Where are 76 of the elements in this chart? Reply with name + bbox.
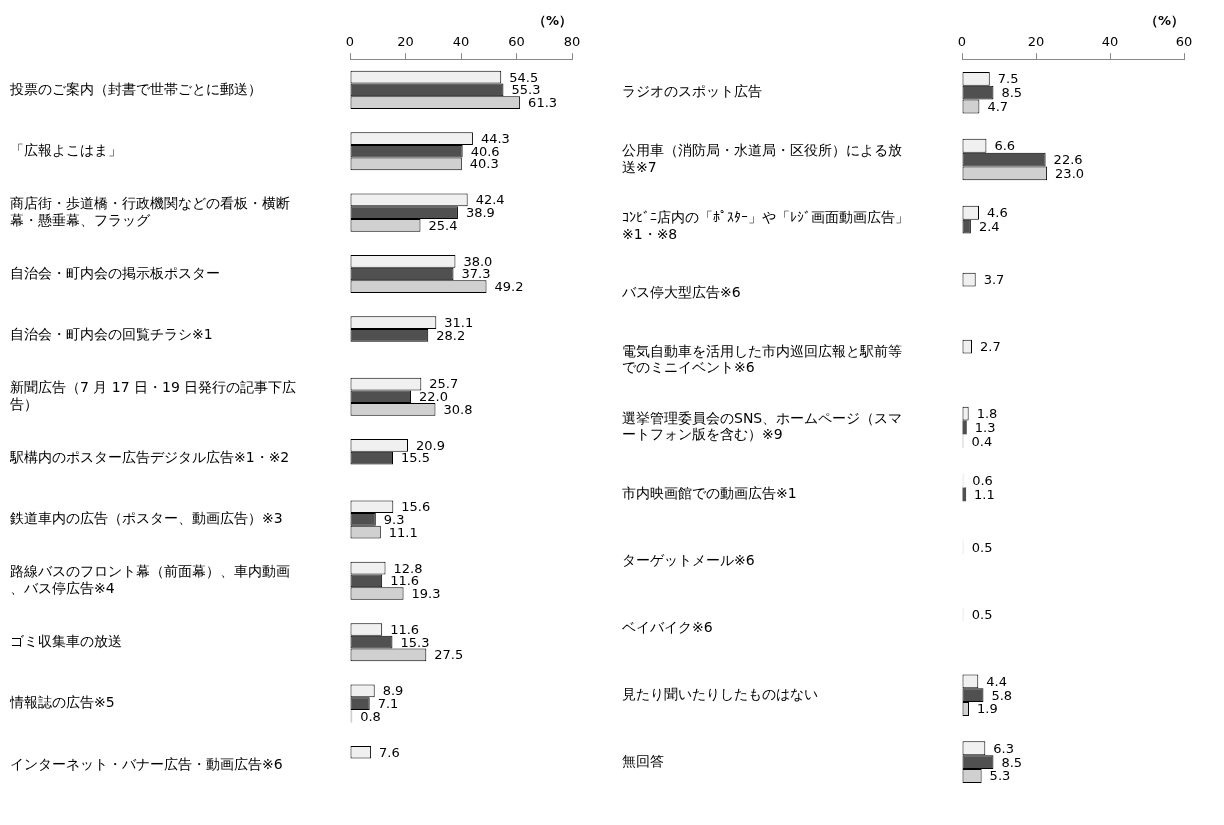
y-tick-label: 公用車（消防局・水道局・区役所）による放送※7 — [622, 141, 902, 175]
data-label: 54.5 — [509, 69, 539, 85]
bar — [962, 420, 967, 435]
x-tick-label: 60 — [508, 33, 525, 49]
x-tick-label: 40 — [1101, 33, 1119, 49]
data-label: 7.5 — [997, 71, 1019, 87]
data-label: 0.5 — [971, 539, 993, 555]
data-label: 0.8 — [360, 708, 381, 724]
data-label: 44.3 — [480, 130, 510, 146]
data-label: 8.5 — [1001, 85, 1023, 101]
y-tick-label: バス停大型広告※6 — [621, 284, 741, 301]
data-label: 1.8 — [976, 405, 998, 421]
data-label: 7.6 — [379, 744, 400, 760]
data-label: 25.7 — [429, 376, 459, 392]
data-label: 49.2 — [494, 279, 524, 295]
y-tick-label: 市内映画館での動画広告※1 — [622, 484, 797, 501]
x-tick-label: 40 — [452, 33, 470, 49]
x-tick-label: 60 — [1175, 33, 1193, 49]
data-label: 11.1 — [388, 524, 418, 540]
y-tick-label: インターネット・バナー広告・動画広告※6 — [10, 755, 283, 772]
data-label: 2.7 — [979, 338, 1001, 354]
data-label: 6.6 — [994, 138, 1016, 154]
x-tick-label: 0 — [957, 33, 967, 49]
data-label: 1.9 — [977, 701, 998, 717]
data-label: 38.0 — [463, 253, 493, 269]
data-label: 5.8 — [991, 687, 1013, 703]
x-tick-label: 80 — [563, 33, 581, 49]
data-label: 23.0 — [1055, 165, 1085, 181]
y-tick-label: 路線バスのフロント幕（前面幕）、車内動画、バス停広告※4 — [10, 563, 290, 596]
data-label: 4.6 — [987, 205, 1008, 221]
y-tick-label: 投票のご案内（封書で世帯ごとに郵送） — [9, 80, 262, 97]
y-tick-label: 「広報よこはま」 — [10, 141, 122, 158]
data-label: 2.4 — [978, 218, 1000, 234]
y-tick-label: 無回答 — [622, 752, 664, 769]
y-tick-label: ベイバイク※6 — [622, 618, 713, 635]
y-tick-label: 見たり聞いたりしたものはない — [622, 685, 818, 702]
x-tick-label: 0 — [345, 33, 355, 49]
data-label: 4.7 — [987, 98, 1009, 114]
y-tick-label: ラジオのスポット広告 — [622, 83, 762, 100]
y-tick-label: ターゲットメール※6 — [622, 551, 755, 568]
data-label: 8.5 — [1001, 754, 1023, 770]
data-label: 0.5 — [971, 606, 993, 622]
x-tick-label: 20 — [1027, 33, 1045, 49]
data-label: 5.3 — [989, 768, 1011, 784]
y-tick-label: ｺﾝﾋﾞﾆ店内の「ﾎﾟｽﾀｰ」や「ﾚｼﾞ画面動画広告」※1・※8 — [622, 208, 909, 242]
y-tick-label: 情報誌の広告※5 — [9, 694, 115, 711]
data-label: 12.8 — [393, 560, 423, 576]
y-tick-label: 商店街・歩道橋・行政機関などの看板・横断幕・懸垂幕、フラッグ — [10, 194, 290, 228]
data-label: 27.5 — [434, 647, 464, 663]
data-label: 37.3 — [461, 266, 491, 282]
x-tick-label: 20 — [397, 33, 414, 49]
data-label: 3.7 — [983, 272, 1005, 288]
x-axis-title: （%） — [532, 13, 572, 29]
data-label: 40.3 — [469, 156, 499, 172]
data-label: 11.6 — [390, 621, 420, 637]
x-axis-title: （%） — [1144, 13, 1184, 29]
data-label: 0.6 — [972, 472, 993, 488]
data-label: 1.1 — [974, 486, 995, 502]
data-label: 15.5 — [401, 450, 430, 466]
data-label: 0.4 — [971, 433, 993, 449]
y-tick-label: 自治会・町内会の掲示板ポスター — [10, 264, 220, 281]
data-label: 40.6 — [470, 143, 500, 159]
y-tick-label: ゴミ収集車の放送 — [10, 632, 122, 649]
data-label: 20.9 — [416, 437, 445, 453]
data-label: 6.3 — [993, 740, 1014, 756]
data-label: 22.6 — [1053, 151, 1083, 167]
data-label: 15.3 — [400, 634, 430, 650]
y-tick-label: 選挙管理委員会のSNS、ホームページ（スマートフォン版を含む）※9 — [622, 409, 903, 443]
data-label: 1.3 — [974, 419, 996, 435]
data-label: 25.4 — [428, 217, 458, 233]
y-tick-label: 自治会・町内会の回覧チラシ※1 — [10, 325, 213, 342]
y-tick-label: 電気自動車を活用した市内巡回広報と駅前等でのミニイベント※6 — [622, 342, 902, 376]
data-label: 4.4 — [986, 673, 1007, 689]
y-tick-label: 鉄道車内の広告（ポスター、動画広告）※3 — [10, 510, 283, 527]
y-tick-label: 新聞広告（7 月 17 日・19 日発行の記事下広告） — [10, 378, 297, 412]
y-tick-label: 駅構内のポスター広告デジタル広告※1・※2 — [9, 448, 290, 465]
